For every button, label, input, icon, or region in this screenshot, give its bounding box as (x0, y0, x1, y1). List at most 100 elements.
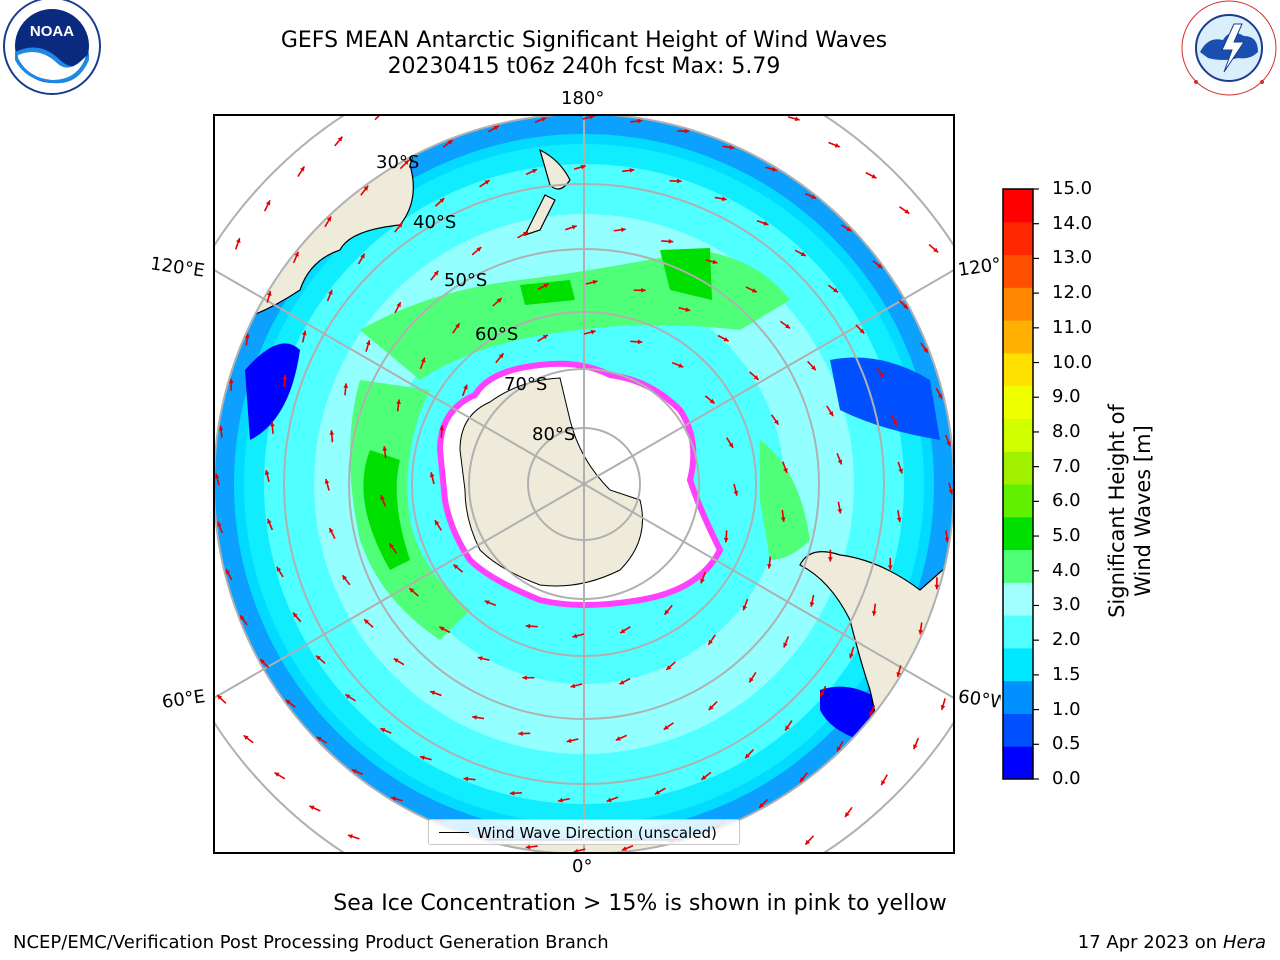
wind-arrow-head (468, 76, 473, 80)
wind-arrow-head (309, 805, 315, 810)
wind-arrow-head (179, 606, 183, 611)
colorbar-swatch (1003, 582, 1033, 616)
wind-arrow (953, 285, 954, 287)
wind-arrow-head (708, 639, 713, 645)
wind-arrow-head (811, 365, 816, 371)
wind-arrow (605, 62, 617, 64)
wind-arrow-head (343, 383, 349, 388)
legend-line-swatch (439, 832, 469, 833)
wind-arrow-head (541, 117, 547, 122)
wind-arrow-head (337, 136, 343, 142)
wind-arrow-head (772, 166, 777, 172)
wind-arrow (434, 880, 446, 881)
wind-arrow-head (590, 329, 596, 335)
colorbar-swatch (1003, 713, 1033, 747)
wind-arrow-head (833, 287, 839, 293)
wind-arrow-head (668, 239, 674, 244)
footer-machine: Hera (1222, 932, 1266, 953)
wind-arrow-head (729, 144, 735, 150)
wind-arrow-head (240, 615, 245, 621)
wind-arrow (390, 860, 402, 862)
wind-arrow-head (619, 680, 625, 685)
wind-arrow-head (316, 736, 322, 742)
wind-arrow-head (944, 537, 950, 543)
wind-arrow-head (592, 279, 598, 285)
wind-arrow-head (606, 797, 612, 803)
wind-arrow-head (709, 398, 715, 404)
colorbar-tick-label: 15.0 (1052, 178, 1093, 199)
wind-arrow-head (434, 877, 439, 882)
wind-arrow-head (903, 304, 908, 309)
wind-arrow-head (360, 253, 365, 259)
wind-arrow-head (429, 472, 435, 478)
nws-logo (1181, 0, 1277, 96)
map-legend: Wind Wave Direction (unscaled) (428, 819, 740, 845)
wind-arrow-head (161, 512, 166, 517)
noaa-logo-text: NOAA (30, 23, 74, 40)
wind-arrow-head (666, 665, 672, 670)
lat-label-70s: 70°S (504, 374, 548, 395)
wind-arrow-head (918, 629, 924, 635)
map-frame (213, 114, 955, 854)
wind-arrow (984, 611, 985, 623)
wind-arrow-head (752, 95, 757, 100)
wind-arrow-head (805, 839, 811, 845)
wind-arrow-head (266, 291, 272, 296)
wind-arrow-head (837, 508, 843, 514)
lat-label-30s: 30°S (376, 152, 420, 173)
wind-arrow-head (837, 459, 843, 465)
wind-arrow-head (269, 421, 275, 427)
wind-arrow-head (244, 333, 250, 339)
sea-ice-note: Sea Ice Concentration > 15% is shown in … (333, 891, 947, 916)
wind-arrow-head (493, 125, 499, 131)
wind-arrow-head (439, 198, 445, 203)
colorbar-swatch (1003, 484, 1033, 518)
colorbar-tick-label: 4.0 (1052, 559, 1081, 581)
colorbar-swatch (1003, 680, 1033, 714)
wind-arrow (192, 322, 193, 334)
wind-arrow-head (896, 517, 902, 523)
wind-arrow-head (641, 287, 646, 293)
wind-arrow-head (365, 340, 371, 346)
wind-arrow-head (434, 520, 440, 526)
wind-arrow-head (566, 738, 572, 743)
wind-arrow-head (397, 222, 403, 228)
colorbar-swatch (1003, 287, 1033, 321)
wind-arrow-head (780, 517, 786, 522)
wind-arrow (653, 69, 665, 70)
wind-arrow-head (196, 652, 201, 657)
wind-arrow-head (707, 78, 711, 83)
lat-label-40s: 40°S (413, 212, 457, 233)
wind-arrow-head (869, 711, 874, 717)
wind-arrow-head (845, 812, 850, 818)
wind-arrow-head (543, 283, 549, 288)
wind-arrow (557, 61, 568, 65)
wind-arrow (989, 374, 995, 384)
wind-arrow-head (580, 164, 586, 170)
colorbar-tick-label: 14.0 (1052, 212, 1093, 234)
wind-arrow-head (542, 334, 548, 340)
wind-wave-arrows (161, 61, 997, 882)
wind-arrow-head (439, 626, 445, 632)
wind-arrow-head (433, 270, 439, 276)
wind-arrow-head (898, 468, 903, 474)
wind-arrow-head (439, 425, 445, 431)
wind-arrow (965, 656, 967, 668)
wind-arrow-head (934, 584, 940, 590)
wind-arrow (996, 565, 997, 577)
wind-arrow-head (453, 564, 459, 570)
wind-arrow-head (409, 588, 415, 593)
wind-arrow-head (723, 336, 729, 342)
wind-arrow-head (363, 185, 369, 191)
wind-arrow-head (612, 61, 617, 66)
wind-arrow-head (301, 330, 307, 336)
wind-arrow-head (637, 339, 643, 345)
wind-arrow (167, 415, 168, 427)
wind-arrow-head (484, 600, 490, 605)
wind-arrow-head (396, 302, 401, 308)
wind-arrow-head (571, 224, 577, 230)
wind-arrow-head (904, 209, 910, 214)
wind-arrow-head (637, 118, 643, 124)
colorbar-swatch (1003, 221, 1033, 256)
wind-arrow-head (700, 578, 705, 584)
